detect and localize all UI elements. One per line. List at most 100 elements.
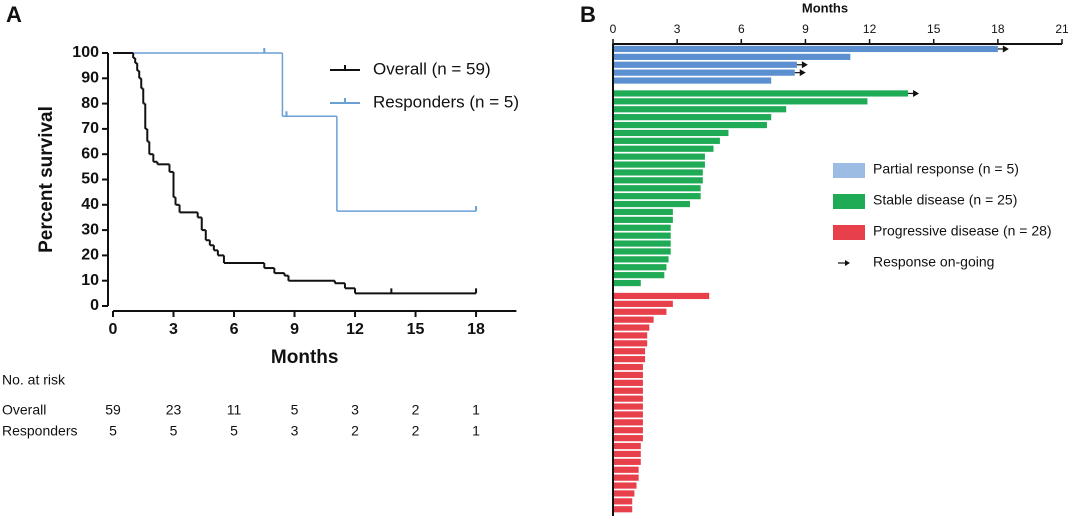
- bar: [613, 248, 671, 255]
- bar: [613, 387, 643, 394]
- panel-label: B: [580, 2, 596, 27]
- x-tick-label: 12: [863, 22, 877, 36]
- y-tick-label: 90: [81, 70, 99, 87]
- bar: [613, 435, 643, 442]
- bar: [613, 458, 641, 465]
- bar: [613, 340, 648, 347]
- ongoing-arrowhead: [799, 69, 806, 77]
- bar: [613, 403, 643, 410]
- legend-label: Response on-going: [873, 254, 994, 270]
- ongoing-arrowhead: [801, 61, 808, 69]
- x-tick-label: 6: [738, 22, 745, 36]
- bar: [613, 292, 710, 300]
- bar: [613, 161, 705, 168]
- bar: [613, 498, 633, 505]
- risk-count: 1: [472, 402, 480, 418]
- y-tick-label: 20: [81, 247, 99, 264]
- x-axis-label: Months: [802, 0, 848, 15]
- bar: [613, 264, 667, 271]
- bar: [613, 363, 643, 371]
- panel-label: A: [6, 2, 22, 27]
- risk-count: 3: [291, 423, 299, 439]
- y-tick-label: 60: [81, 145, 99, 162]
- bar: [613, 411, 643, 418]
- risk-count: 5: [170, 423, 178, 439]
- x-axis-label: Months: [271, 347, 339, 368]
- risk-count: 5: [230, 423, 238, 439]
- legend-swatch: [833, 163, 865, 178]
- bar: [613, 177, 703, 184]
- y-axis-label: Percent survival: [36, 106, 57, 253]
- bar: [613, 240, 671, 247]
- x-tick-label: 6: [230, 321, 239, 338]
- legend-label: Responders (n = 5): [373, 92, 519, 111]
- bar: [613, 216, 673, 223]
- bar: [613, 348, 646, 355]
- bar: [613, 200, 690, 208]
- risk-count: 2: [412, 423, 420, 439]
- bar: [613, 232, 671, 239]
- risk-count: 5: [109, 423, 117, 439]
- legend-label: Overall (n = 59): [373, 59, 491, 78]
- bar: [613, 185, 701, 192]
- bar: [613, 324, 650, 331]
- bar: [613, 279, 641, 287]
- bar: [613, 395, 643, 402]
- legend-swatch: [833, 225, 865, 240]
- bar: [613, 442, 641, 450]
- risk-count: 11: [227, 402, 242, 418]
- bar: [613, 371, 643, 379]
- bar: [613, 490, 635, 497]
- bar: [613, 356, 646, 363]
- risk-count: 2: [412, 402, 420, 418]
- bar: [613, 379, 643, 386]
- bar: [613, 153, 705, 160]
- risk-count: 59: [105, 402, 121, 418]
- risk-row-name: Overall: [2, 402, 46, 418]
- bar: [613, 61, 797, 68]
- x-tick-label: 3: [674, 22, 681, 36]
- x-tick-label: 18: [467, 321, 485, 338]
- x-tick-label: 9: [802, 22, 809, 36]
- y-tick-label: 80: [81, 95, 99, 112]
- bar: [613, 256, 669, 263]
- bar: [613, 272, 665, 279]
- bar: [613, 90, 909, 97]
- legend-swatch: [833, 194, 865, 209]
- bar: [613, 506, 633, 513]
- y-tick-label: 50: [81, 171, 99, 188]
- bar: [613, 482, 637, 489]
- bar: [613, 98, 868, 105]
- bar: [613, 121, 767, 129]
- y-tick-label: 70: [81, 120, 99, 137]
- bar: [613, 224, 671, 231]
- legend-label: Stable disease (n = 25): [873, 192, 1017, 208]
- bar: [613, 137, 720, 144]
- x-tick-label: 0: [610, 22, 617, 36]
- bar: [613, 450, 641, 458]
- bar: [613, 77, 772, 84]
- bar: [613, 129, 729, 137]
- x-tick-label: 21: [1055, 22, 1069, 36]
- bar: [613, 53, 851, 60]
- risk-count: 5: [291, 402, 299, 418]
- x-tick-label: 3: [169, 321, 178, 338]
- bar: [613, 466, 639, 473]
- y-tick-label: 30: [81, 221, 99, 238]
- bar: [613, 427, 643, 434]
- ongoing-arrowhead: [1002, 45, 1009, 53]
- bar: [613, 106, 787, 113]
- x-tick-label: 12: [346, 321, 364, 338]
- y-tick-label: 40: [81, 196, 99, 213]
- y-tick-label: 10: [81, 272, 99, 289]
- legend-label: Partial response (n = 5): [873, 161, 1019, 177]
- legend-label: Progressive disease (n = 28): [873, 223, 1052, 239]
- risk-table-title: No. at risk: [2, 372, 66, 388]
- risk-row-name: Responders: [2, 423, 78, 439]
- ongoing-arrowhead: [913, 89, 920, 97]
- bar: [613, 169, 703, 176]
- y-tick-label: 0: [90, 297, 99, 314]
- bar: [613, 193, 701, 200]
